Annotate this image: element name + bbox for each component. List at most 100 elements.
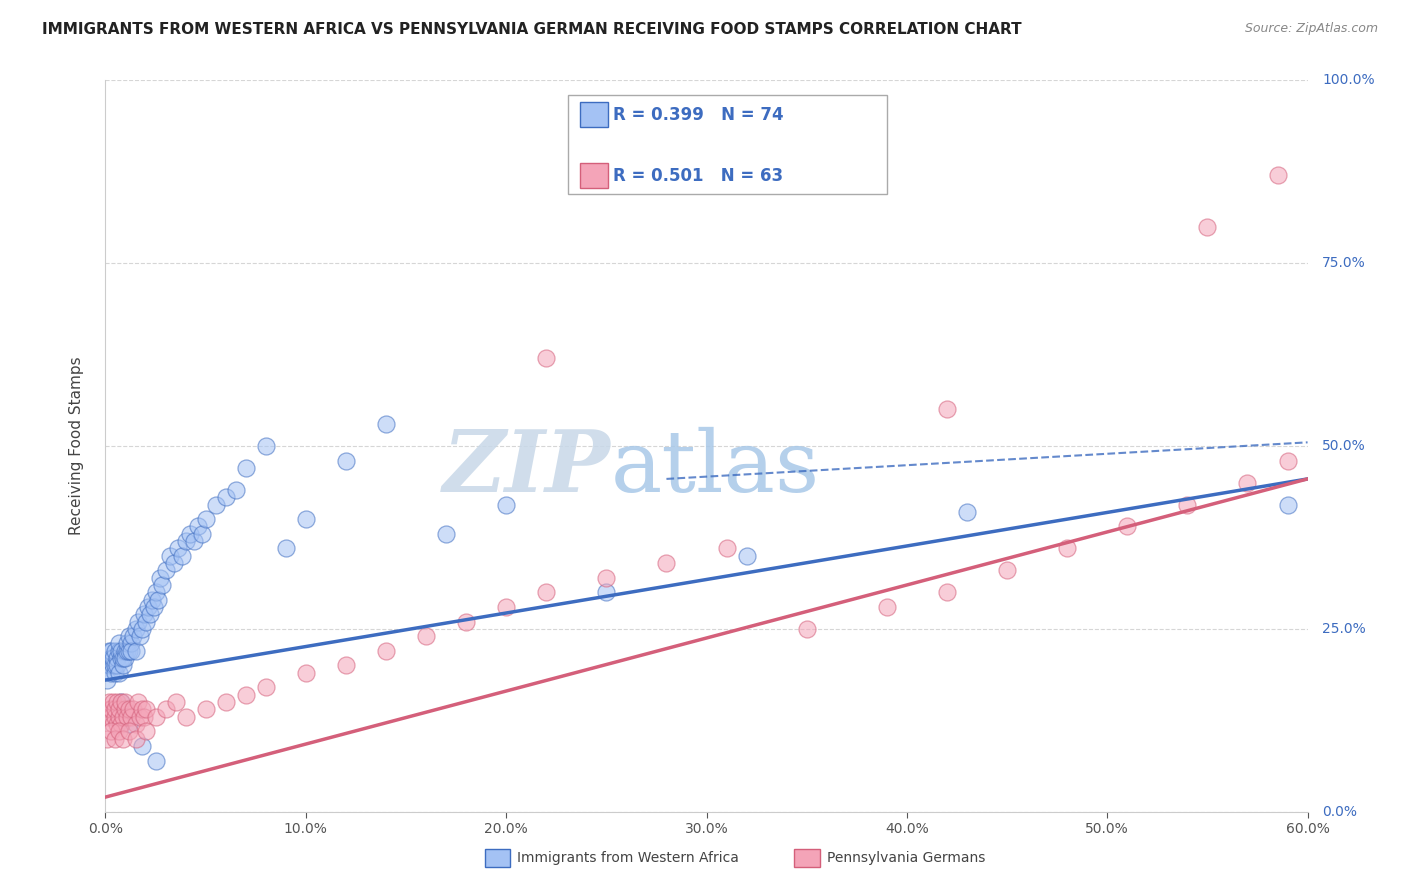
Point (595, 571, 617, 585)
Point (495, 599, 517, 614)
Point (96, 673, 118, 687)
Point (108, 665, 131, 680)
Point (274, 541, 297, 556)
Point (132, 607, 155, 622)
Point (131, 622, 153, 636)
Text: Pennsylvania Germans: Pennsylvania Germans (827, 851, 986, 865)
Point (214, 490, 236, 504)
Point (107, 658, 129, 673)
Point (118, 717, 141, 731)
Point (121, 709, 143, 723)
Point (335, 453, 357, 467)
Point (124, 717, 146, 731)
Point (127, 695, 149, 709)
Point (104, 644, 127, 658)
Point (1277, 498, 1299, 512)
Point (876, 599, 898, 614)
Point (98, 695, 121, 709)
Point (110, 644, 132, 658)
Point (135, 615, 157, 629)
Point (179, 526, 201, 541)
Point (103, 651, 125, 665)
Point (98, 644, 121, 658)
Point (96, 731, 118, 746)
Point (190, 526, 212, 541)
Point (166, 541, 188, 556)
Point (534, 585, 557, 599)
Point (936, 585, 959, 599)
Point (145, 709, 167, 723)
Point (124, 644, 146, 658)
Point (100, 702, 122, 716)
Point (118, 629, 141, 643)
Text: 50.0%: 50.0% (1322, 439, 1365, 453)
Text: 25.0%: 25.0% (1322, 622, 1365, 636)
Point (104, 702, 127, 716)
Point (104, 709, 127, 723)
Point (141, 592, 163, 607)
Point (138, 607, 160, 622)
Point (1267, 169, 1289, 183)
Point (110, 695, 132, 709)
Point (995, 563, 1018, 577)
Point (174, 534, 197, 549)
Point (235, 461, 257, 475)
Point (415, 629, 437, 643)
Point (174, 709, 197, 723)
Text: R = 0.501   N = 63: R = 0.501 N = 63 (613, 167, 783, 185)
Point (107, 695, 129, 709)
Text: R = 0.399   N = 74: R = 0.399 N = 74 (613, 105, 785, 123)
Point (114, 651, 136, 665)
Text: 0.0%: 0.0% (1322, 805, 1357, 819)
Point (107, 717, 129, 731)
Point (118, 724, 141, 739)
Point (335, 658, 357, 673)
Point (103, 658, 125, 673)
Point (117, 709, 139, 723)
Point (110, 695, 132, 709)
Point (534, 351, 557, 366)
Point (132, 709, 155, 723)
Point (655, 556, 678, 570)
Point (254, 439, 277, 453)
Text: atlas: atlas (610, 426, 820, 509)
Point (108, 724, 131, 739)
Point (121, 644, 143, 658)
Point (127, 615, 149, 629)
Point (796, 622, 818, 636)
Text: ZIP: ZIP (443, 426, 610, 509)
Point (159, 549, 181, 563)
Point (100, 709, 122, 723)
Point (112, 651, 135, 665)
Point (235, 688, 257, 702)
Point (145, 754, 167, 768)
Point (108, 636, 131, 650)
Point (122, 702, 145, 716)
Point (131, 739, 153, 753)
Point (165, 695, 187, 709)
Point (135, 724, 157, 739)
Point (1177, 498, 1199, 512)
Point (187, 519, 209, 533)
Point (112, 658, 135, 673)
Point (128, 709, 150, 723)
Text: Immigrants from Western Africa: Immigrants from Western Africa (517, 851, 740, 865)
Point (114, 644, 136, 658)
Point (225, 483, 247, 497)
Point (735, 549, 758, 563)
Point (98, 658, 121, 673)
Point (104, 665, 127, 680)
Point (100, 665, 122, 680)
Text: IMMIGRANTS FROM WESTERN AFRICA VS PENNSYLVANIA GERMAN RECEIVING FOOD STAMPS CORR: IMMIGRANTS FROM WESTERN AFRICA VS PENNSY… (42, 22, 1022, 37)
Point (118, 644, 141, 658)
Point (1236, 475, 1258, 490)
Point (155, 702, 177, 716)
Point (1277, 453, 1299, 467)
Point (108, 644, 131, 658)
Text: 100.0%: 100.0% (1322, 73, 1375, 87)
Point (110, 717, 132, 731)
Point (100, 651, 122, 665)
Point (1197, 219, 1219, 234)
Point (136, 599, 159, 614)
Point (148, 571, 170, 585)
